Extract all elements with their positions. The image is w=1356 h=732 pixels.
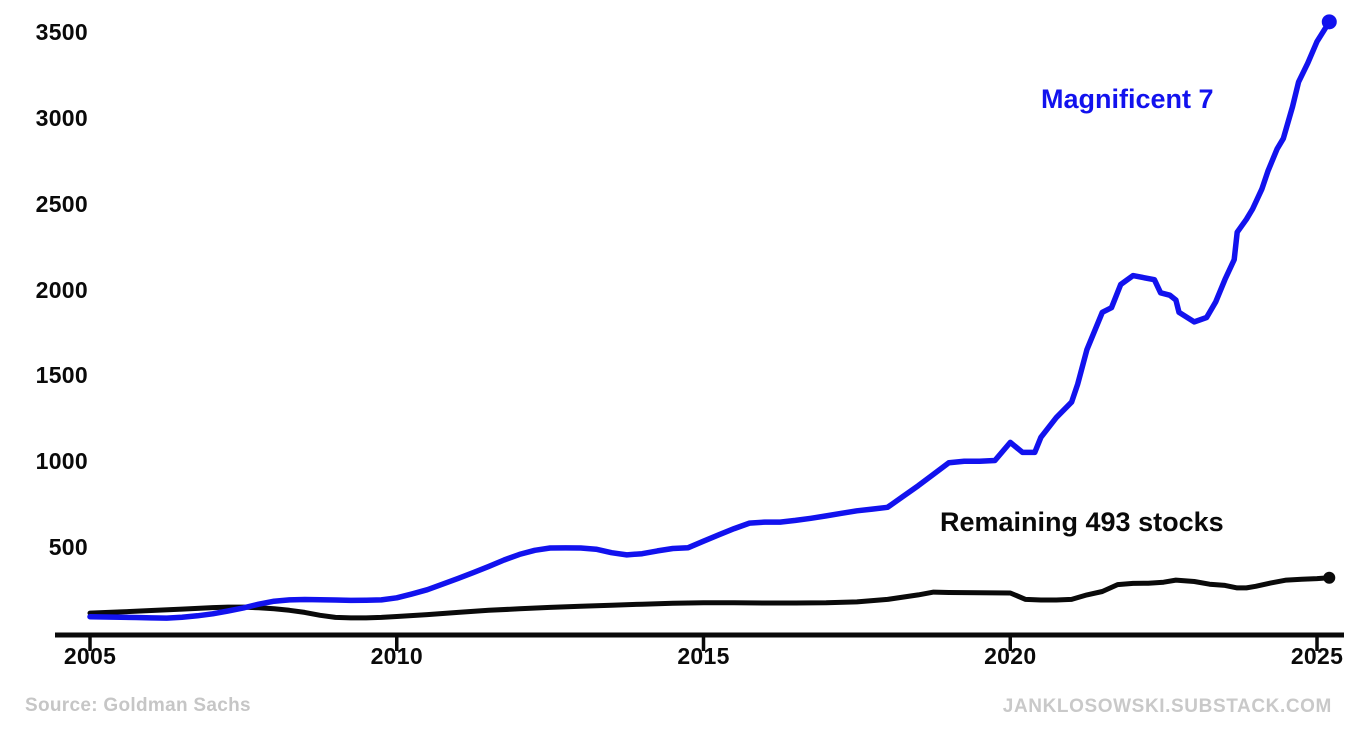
source-credit: Source: Goldman Sachs bbox=[25, 695, 251, 716]
x-tick-label-2020: 2020 bbox=[984, 643, 1037, 669]
x-tick-label-2010: 2010 bbox=[370, 643, 423, 669]
y-tick-label-500: 500 bbox=[48, 534, 88, 561]
series-end-dot-magnificent-7 bbox=[1321, 14, 1337, 30]
y-tick-label-2500: 2500 bbox=[35, 190, 88, 217]
series-end-dot-remaining-493-stocks bbox=[1323, 571, 1336, 584]
x-tick-label-2025: 2025 bbox=[1290, 643, 1344, 669]
series-label-magnificent-7: Magnificent 7 bbox=[1041, 84, 1214, 114]
substack-url: JANKLOSOWSKI.SUBSTACK.COM bbox=[1002, 696, 1332, 717]
y-tick-label-3000: 3000 bbox=[35, 104, 88, 131]
series-line-magnificent-7 bbox=[87, 19, 1333, 621]
y-tick-label-3500: 3500 bbox=[35, 19, 88, 46]
series-line-remaining-493-stocks bbox=[87, 575, 1332, 621]
y-tick-label-1000: 1000 bbox=[35, 448, 88, 475]
x-tick-label-2015: 2015 bbox=[677, 643, 730, 669]
y-tick-label-2000: 2000 bbox=[35, 276, 88, 303]
x-tick-label-2005: 2005 bbox=[63, 643, 117, 669]
y-tick-label-1500: 1500 bbox=[35, 362, 88, 389]
series-label-remaining-493-stocks: Remaining 493 stocks bbox=[940, 507, 1224, 537]
